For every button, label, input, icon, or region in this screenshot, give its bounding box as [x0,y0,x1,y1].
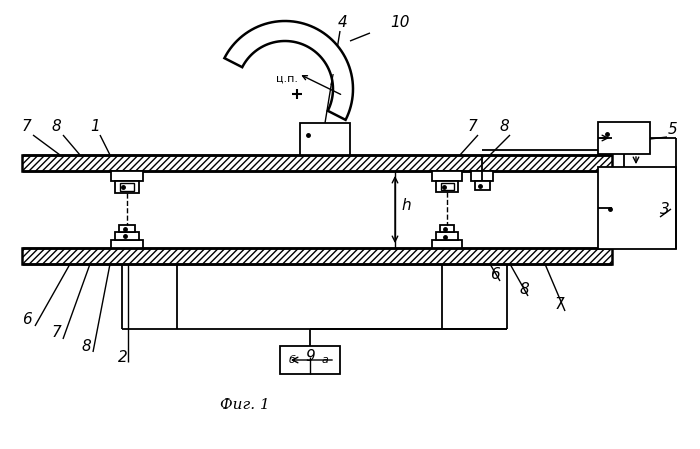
Bar [22,155,612,171]
Bar [436,181,458,192]
Text: Фиг. 1: Фиг. 1 [220,398,270,412]
Text: a: a [321,355,328,365]
Text: 6: 6 [490,267,500,282]
Text: 7: 7 [52,325,62,340]
Bar [475,181,490,190]
Text: l: l [329,74,333,88]
Bar [300,123,350,155]
Text: 8: 8 [52,119,62,134]
Text: 9: 9 [305,349,315,364]
Bar [22,248,612,264]
Text: 4: 4 [338,15,348,30]
Bar [280,346,340,374]
Text: 7: 7 [468,119,477,134]
Text: 6: 6 [22,312,32,327]
Text: 5: 5 [668,122,678,137]
Text: 3: 3 [660,202,670,217]
Bar [436,232,458,240]
Text: 7: 7 [22,119,32,134]
Text: 10: 10 [390,15,410,30]
Text: 8: 8 [500,119,510,134]
Text: ц.п.: ц.п. [276,74,298,84]
Bar [111,171,143,181]
Bar [598,122,650,154]
Text: 2: 2 [118,350,127,365]
Text: 7: 7 [555,297,565,312]
Text: 8: 8 [520,282,530,297]
Bar [471,171,493,181]
Text: б: б [288,355,295,365]
Polygon shape [225,21,353,120]
Bar [120,183,134,191]
Bar [432,240,462,248]
Text: 8: 8 [82,339,92,354]
Text: 1: 1 [90,119,99,134]
Bar [115,181,139,193]
Text: h: h [401,198,411,213]
Bar [440,225,454,232]
Bar [115,232,139,240]
Bar [119,225,135,232]
Bar [598,167,676,249]
Bar [432,171,462,181]
Bar [111,240,143,248]
Bar [441,183,454,190]
